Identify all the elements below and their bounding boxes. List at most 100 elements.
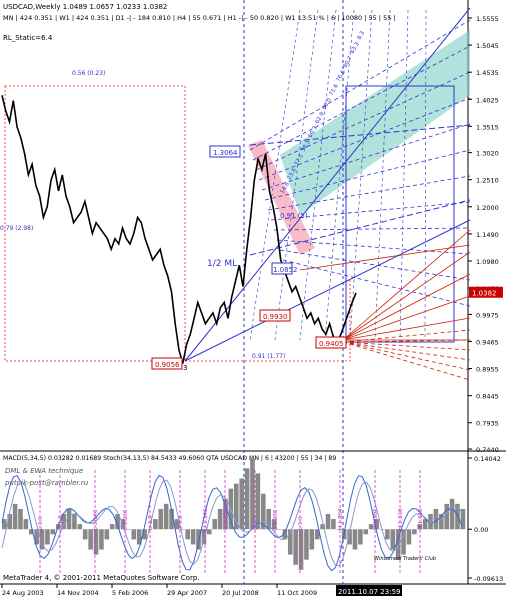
macd-bar [185,529,191,540]
macd-bar [196,529,201,550]
fan-label: 8.3 [357,30,367,41]
macd-bar [18,508,23,530]
macd-y-tick-label: 0.00 [474,526,488,534]
macd-bar [412,529,417,535]
macd-bar [99,529,104,550]
macd-bar [358,529,363,545]
macd-bar [72,514,77,530]
fan-cross-line [374,9,391,341]
price-y-tick-label: 1.1490 [476,231,499,239]
low-label-box [151,357,183,370]
fan-label: 60.3 [308,125,320,139]
macd-bar [271,519,277,530]
high-label-box [209,145,241,158]
price-y-tick-label: 1.4025 [476,96,499,104]
macd-bar [136,529,142,545]
pivot-label-box [271,262,293,275]
price-y-tick-label: 1.2510 [476,177,499,185]
watermark-line-2: putnik-post@rambler.ru [4,479,89,487]
price-y-tick-label: 0.9975 [476,311,499,319]
price-y-axis: 1.5555 1.5045 1.4535 1.4025 1.3515 1.3020 1.25… [468,15,499,454]
red-fork-line [342,295,471,341]
macd-bar [406,529,412,545]
macd-bar [88,529,93,550]
red-fork-line [342,273,471,341]
mid-label: 0.9930 [263,313,288,321]
macd-bar [217,508,223,530]
macd-bar [34,529,39,545]
blue-box [345,85,455,343]
macd-bar [314,529,320,540]
fan-line [249,19,471,151]
red-fork-line [342,317,471,341]
fan-label: 71.6 [329,83,341,97]
pink-zone [248,140,315,255]
pivot-label: 1.0852 [273,266,298,274]
macd-bar [104,529,110,540]
macd-bar [444,503,450,530]
macd-bar [395,529,401,560]
macd-bar [23,519,29,530]
macd-bar [325,514,331,530]
fan-label: 83.3 [350,41,362,55]
fan-horizontal-line [249,124,471,146]
macd-bar [28,529,34,535]
macd-bar [433,508,439,530]
macd-bar [7,514,12,530]
macd-bar [374,519,379,530]
fan-cross-line [324,9,355,341]
macd-bar [61,514,66,530]
macd-bar [298,529,304,570]
x-tick-label: 20 Jul 2008 [222,589,259,597]
cycle-label: U 1.0 [58,515,64,530]
fan-label: 62.9 [315,111,327,125]
signature: Winsomeoi Traders' Club [374,556,436,562]
cycle-label: U 1.0 [148,515,154,530]
macd-bar [347,529,352,545]
macd-bar [244,468,250,530]
macd-bar [304,529,309,560]
macd-bar [401,529,406,555]
fan-line [255,71,471,171]
price-y-tick-label: 1.4535 [476,69,499,77]
price-y-tick-label: 1.5045 [476,42,499,50]
macd-title: MACD(5,34,5) 0.03282 0.01689 Stoch(34,13… [3,455,336,462]
macd-bar [287,529,293,555]
fan-cross-line [399,9,409,341]
fan-line [252,45,471,161]
fan-label: 14.6 [280,181,292,195]
fan-line [267,175,471,211]
price-y-tick-label: 0.9465 [476,338,499,346]
half-ml-label: 1/2 ML [207,259,237,269]
macd-bar [309,529,315,550]
macd-bar [363,529,369,535]
macd-bar [93,529,99,555]
macd-bar [45,529,50,545]
current-price-label: 1.0382 [472,290,497,298]
half-median-line [184,219,471,362]
cycle-label: H 1.618 [418,508,424,530]
macd-bar [77,524,83,530]
median-line [184,7,471,362]
red-pitchfork-lines [299,229,471,381]
macd-bar [153,519,158,530]
macd-bar [250,458,255,530]
cycle-label: U 1.146 [203,508,209,530]
macd-bar [174,519,180,530]
fan-cross-line [249,9,301,341]
macd-bar [169,508,174,530]
macd-bar [331,519,336,530]
macd-bar [255,473,261,530]
watermark-line-1: DML & EWA technique [5,467,83,475]
macd-bar [212,519,218,530]
red-fork-dashed-line [342,341,471,361]
high-label: 1.3064 [213,149,238,157]
macd-bar [385,529,390,540]
fan-labels: 8.383.380.776.671.668.062.960.358.537.52… [280,30,367,195]
macd-bar [180,529,185,530]
red-dotted-box [4,85,186,362]
red-fork-dashed-line [342,341,471,351]
macd-bar [390,529,396,550]
macd-bar [126,529,131,530]
